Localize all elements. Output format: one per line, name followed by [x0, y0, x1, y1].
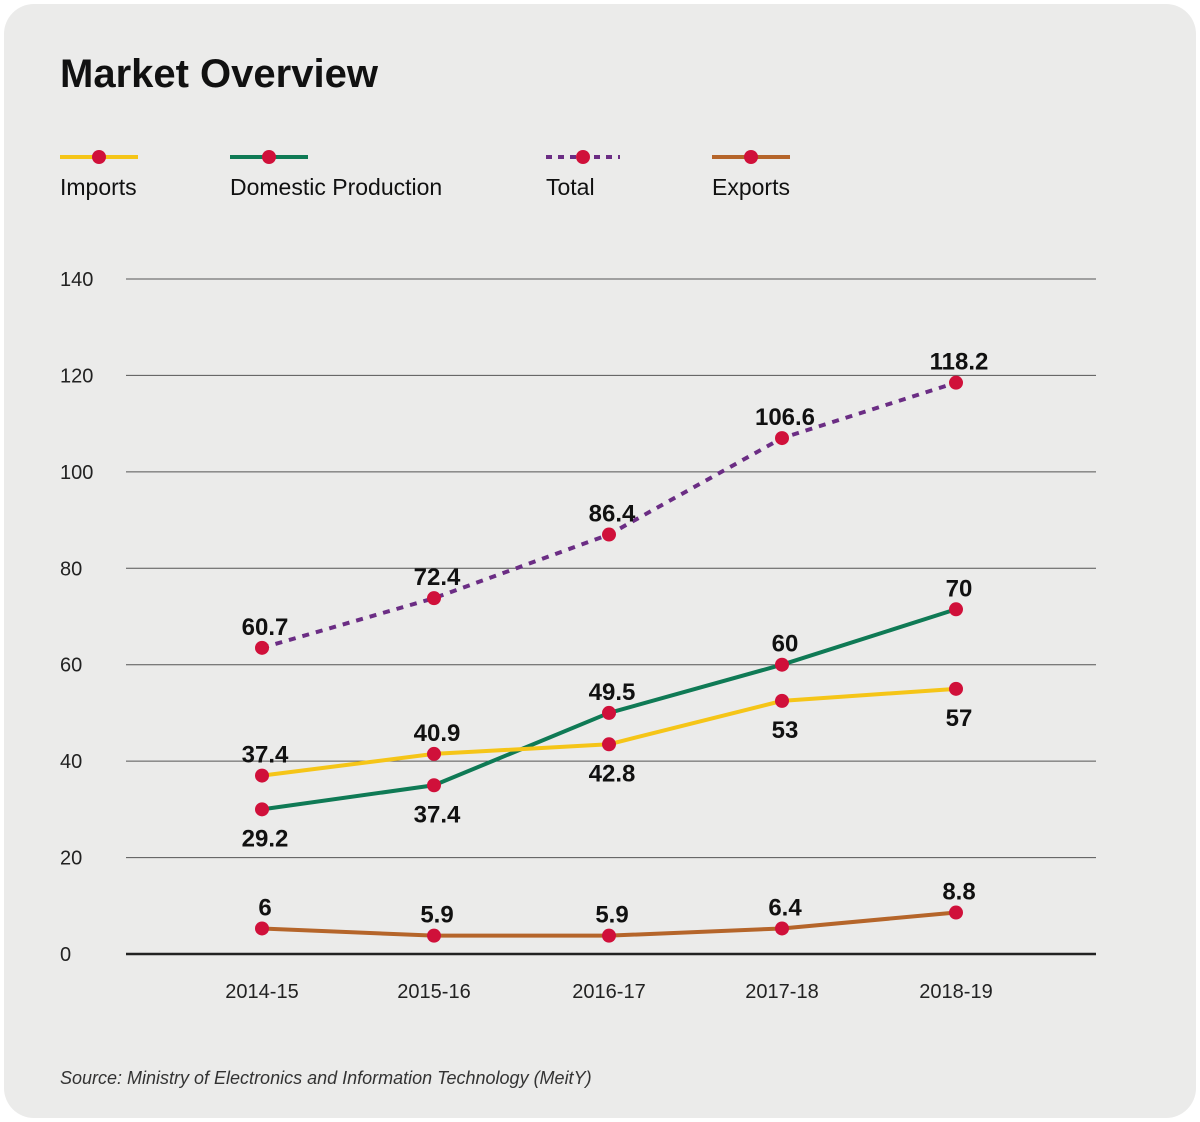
data-label-imports: 40.9	[414, 720, 461, 747]
data-point-total	[775, 431, 789, 446]
data-point-total	[602, 527, 616, 542]
legend-swatch-domestic-production	[230, 150, 308, 164]
data-label-total: 86.4	[589, 501, 636, 528]
chart-card	[4, 4, 1196, 1118]
chart-title: Market Overview	[60, 52, 378, 96]
data-label-imports: 53	[772, 717, 799, 744]
data-point-domestic	[949, 602, 963, 617]
data-label-domestic: 70	[946, 575, 973, 602]
data-point-total	[255, 640, 269, 655]
data-label-exports: 5.9	[595, 902, 628, 929]
legend-swatch-imports	[60, 150, 138, 164]
legend-label-exports: Exports	[712, 174, 790, 200]
data-point-imports	[255, 768, 269, 783]
data-label-exports: 5.9	[420, 902, 453, 929]
data-label-domestic: 37.4	[414, 801, 461, 828]
data-label-exports: 6	[258, 894, 271, 921]
y-tick-label: 40	[60, 751, 82, 773]
legend-swatch-exports	[712, 150, 790, 164]
data-point-domestic	[602, 705, 616, 720]
y-tick-label: 20	[60, 848, 82, 870]
data-point-domestic	[255, 802, 269, 817]
data-label-exports: 6.4	[768, 894, 802, 921]
data-point-exports	[427, 928, 441, 943]
data-label-total: 106.6	[755, 404, 815, 431]
data-label-exports: 8.8	[942, 879, 975, 906]
legend-label-total: Total	[546, 174, 595, 200]
data-point-exports	[602, 928, 616, 943]
source-note: Source: Ministry of Electronics and Info…	[60, 1068, 592, 1088]
x-tick-label: 2016-17	[572, 981, 645, 1003]
x-tick-label: 2017-18	[745, 981, 818, 1003]
legend-item-exports: Exports	[712, 146, 792, 201]
data-point-imports	[602, 737, 616, 752]
legend-item-imports: Imports	[60, 146, 140, 201]
data-label-imports: 42.8	[589, 760, 636, 787]
data-label-total: 72.4	[414, 564, 461, 591]
data-point-imports	[427, 746, 441, 761]
legend-label-domestic-production: Domestic Production	[230, 174, 443, 200]
y-tick-label: 100	[60, 462, 93, 484]
x-tick-label: 2015-16	[397, 981, 470, 1003]
data-label-imports: 37.4	[242, 742, 289, 769]
legend-label-imports: Imports	[60, 174, 137, 200]
data-label-total: 118.2	[930, 349, 989, 376]
data-point-domestic	[427, 778, 441, 793]
y-tick-label: 80	[60, 558, 82, 580]
y-tick-label: 60	[60, 655, 82, 677]
y-tick-label: 140	[60, 269, 93, 291]
y-tick-label: 120	[60, 365, 93, 387]
legend-swatch-total	[546, 150, 620, 164]
data-point-imports	[949, 681, 963, 696]
x-tick-label: 2018-19	[919, 981, 992, 1003]
data-label-imports: 57	[946, 705, 973, 732]
legend-item-domestic-production: Domestic Production	[230, 146, 442, 201]
line-chart: 0 20 40 60 80 100 120 140 2014-15 2015-16 2016-17 2…	[60, 269, 1096, 1003]
data-point-exports	[255, 921, 269, 936]
y-tick-label: 0	[60, 944, 71, 966]
legend-item-total: Total	[546, 146, 626, 201]
data-point-imports	[775, 693, 789, 708]
data-point-exports	[949, 905, 963, 920]
data-label-total: 60.7	[242, 614, 289, 641]
data-point-total	[949, 375, 963, 390]
data-label-domestic: 29.2	[242, 825, 289, 852]
data-label-domestic: 60	[772, 631, 799, 658]
data-point-domestic	[775, 657, 789, 672]
x-tick-label: 2014-15	[225, 981, 298, 1003]
data-point-exports	[775, 921, 789, 936]
data-point-total	[427, 591, 441, 606]
data-label-domestic: 49.5	[589, 679, 636, 706]
